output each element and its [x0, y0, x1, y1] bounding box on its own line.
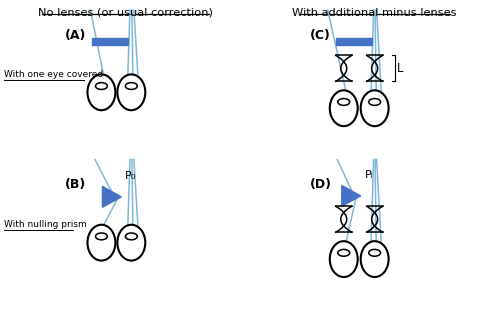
- FancyBboxPatch shape: [92, 38, 128, 45]
- Polygon shape: [102, 186, 122, 207]
- Text: (B): (B): [65, 178, 86, 191]
- Text: L: L: [397, 62, 404, 75]
- Polygon shape: [342, 185, 360, 206]
- Text: (C): (C): [310, 28, 331, 42]
- Text: With one eye covered: With one eye covered: [4, 70, 103, 79]
- Text: (A): (A): [65, 28, 86, 42]
- Text: No lenses (or usual correction): No lenses (or usual correction): [38, 8, 213, 18]
- Text: With nulling prism: With nulling prism: [4, 220, 87, 229]
- FancyBboxPatch shape: [336, 38, 372, 45]
- Text: Pₗ: Pₗ: [364, 170, 374, 180]
- Text: P₀: P₀: [126, 171, 136, 181]
- Text: With additional minus lenses: With additional minus lenses: [292, 8, 457, 18]
- Text: (D): (D): [310, 178, 332, 191]
